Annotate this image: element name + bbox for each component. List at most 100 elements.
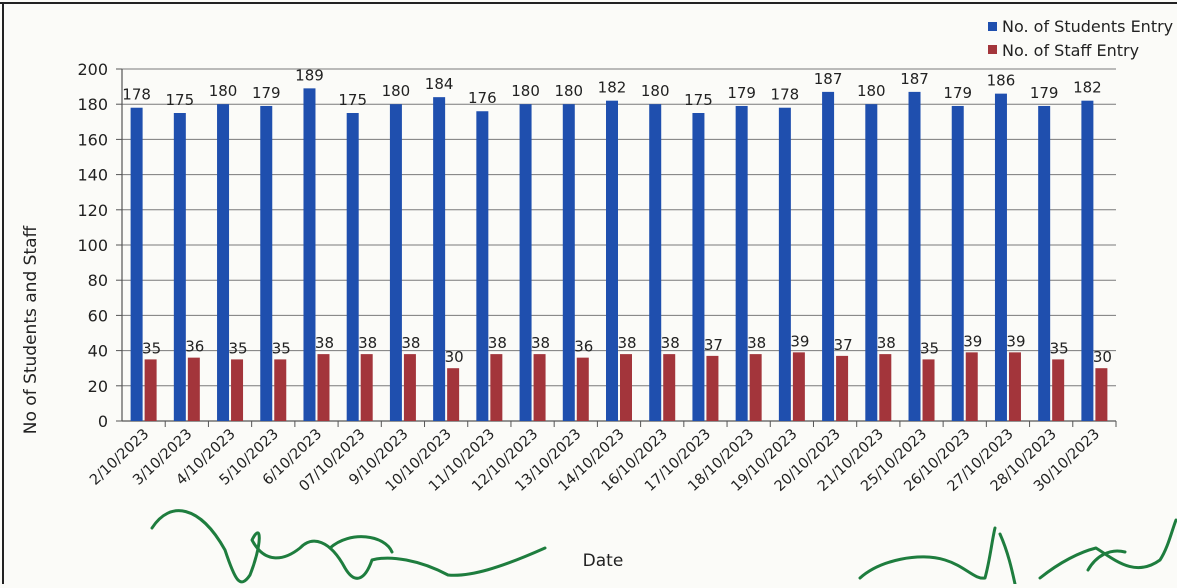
student-bar [951, 105, 964, 422]
y-tick-label: 20 [88, 377, 108, 396]
student-bar [389, 104, 402, 421]
y-tick-label: 120 [77, 201, 108, 220]
student-value-label: 180 [511, 82, 540, 100]
student-value-label: 179 [943, 84, 972, 102]
student-bar [649, 104, 662, 421]
student-value-label: 180 [857, 82, 886, 100]
student-value-label: 189 [295, 66, 324, 84]
staff-bar [187, 357, 200, 421]
legend-label-staff: No. of Staff Entry [1002, 41, 1139, 60]
staff-bar [403, 354, 416, 421]
staff-bar [836, 355, 849, 421]
student-bar [562, 104, 575, 421]
student-bar [217, 104, 230, 421]
student-value-label: 175 [338, 91, 367, 109]
student-bar [692, 113, 705, 421]
student-bar [130, 107, 143, 421]
data-labels: 178 35 175 36 180 35 179 35 189 38 175 38 180 38 184 30… [122, 66, 1112, 366]
student-value-label: 187 [814, 70, 843, 88]
staff-value-label: 38 [747, 334, 766, 352]
student-value-label: 186 [987, 72, 1016, 90]
bars [130, 88, 1108, 422]
student-bar [735, 105, 748, 422]
legend-label-students: No. of Students Entry [1002, 17, 1173, 36]
staff-value-label: 38 [358, 334, 377, 352]
student-bar [908, 91, 921, 421]
staff-value-label: 36 [185, 338, 204, 356]
staff-bar [792, 352, 805, 421]
staff-bar [965, 352, 978, 421]
y-tick-labels: 0 20 40 60 80 100 120 140 160 180 200 [77, 60, 108, 431]
student-bar [519, 104, 532, 421]
y-axis-label: No of Students and Staff [21, 224, 41, 434]
student-value-label: 182 [1073, 79, 1102, 97]
staff-value-label: 30 [1093, 348, 1112, 366]
student-bar [606, 100, 618, 422]
student-value-label: 182 [598, 79, 627, 97]
signature-right [858, 518, 1177, 586]
staff-bar [231, 359, 244, 421]
staff-value-label: 36 [574, 338, 593, 356]
student-value-label: 179 [727, 84, 756, 102]
student-bar [1081, 100, 1094, 422]
legend: No. of Students Entry No. of Staff Entry [988, 17, 1173, 60]
staff-value-label: 38 [531, 334, 550, 352]
student-value-label: 179 [252, 84, 281, 102]
staff-bar [317, 354, 330, 421]
staff-value-label: 38 [315, 334, 334, 352]
y-tick-label: 60 [88, 306, 108, 325]
x-axis-label: Date [583, 551, 624, 571]
y-tick-label: 180 [77, 95, 108, 114]
student-bar [994, 93, 1007, 421]
staff-bar [144, 359, 157, 421]
y-tick-label: 100 [77, 236, 108, 255]
staff-value-label: 39 [1006, 332, 1025, 350]
y-tick-label: 0 [98, 412, 108, 431]
staff-value-label: 35 [1050, 339, 1069, 357]
student-value-label: 178 [122, 86, 151, 104]
staff-bar [576, 357, 589, 421]
staff-value-label: 38 [661, 334, 680, 352]
legend-swatch-students [988, 22, 997, 31]
staff-bar [360, 354, 373, 421]
signature-left [150, 509, 547, 584]
student-bar [346, 113, 359, 421]
staff-bar [274, 359, 287, 421]
y-tick-label: 80 [88, 271, 108, 290]
student-value-label: 180 [382, 82, 411, 100]
staff-value-label: 39 [963, 332, 982, 350]
student-bar [778, 107, 791, 421]
student-bar [1038, 105, 1051, 422]
staff-bar [490, 354, 503, 421]
staff-bar [749, 354, 762, 421]
staff-bar [706, 355, 719, 421]
staff-bar [1095, 368, 1108, 421]
student-bar [303, 88, 316, 422]
staff-bar [663, 354, 676, 421]
student-value-label: 184 [425, 75, 454, 93]
staff-value-label: 35 [142, 339, 161, 357]
student-value-label: 175 [684, 91, 713, 109]
staff-value-label: 35 [920, 339, 939, 357]
student-value-label: 176 [468, 89, 497, 107]
student-value-label: 187 [900, 70, 929, 88]
x-tick-labels: 2/10/20233/10/20234/10/20235/10/20236/10… [87, 426, 1103, 495]
staff-bar [447, 368, 460, 421]
axes [121, 69, 1117, 427]
staff-value-label: 35 [228, 339, 247, 357]
student-bar [476, 111, 489, 422]
student-value-label: 180 [554, 82, 583, 100]
staff-value-label: 39 [790, 332, 809, 350]
student-bar [433, 97, 446, 421]
student-bar [173, 113, 186, 421]
student-value-label: 178 [771, 86, 800, 104]
staff-value-label: 37 [704, 336, 723, 354]
staff-value-label: 37 [834, 336, 853, 354]
staff-bar [620, 354, 632, 421]
y-tick-label: 140 [77, 166, 108, 185]
staff-value-label: 35 [272, 339, 291, 357]
gridlines [116, 68, 1116, 422]
legend-swatch-staff [988, 45, 997, 54]
